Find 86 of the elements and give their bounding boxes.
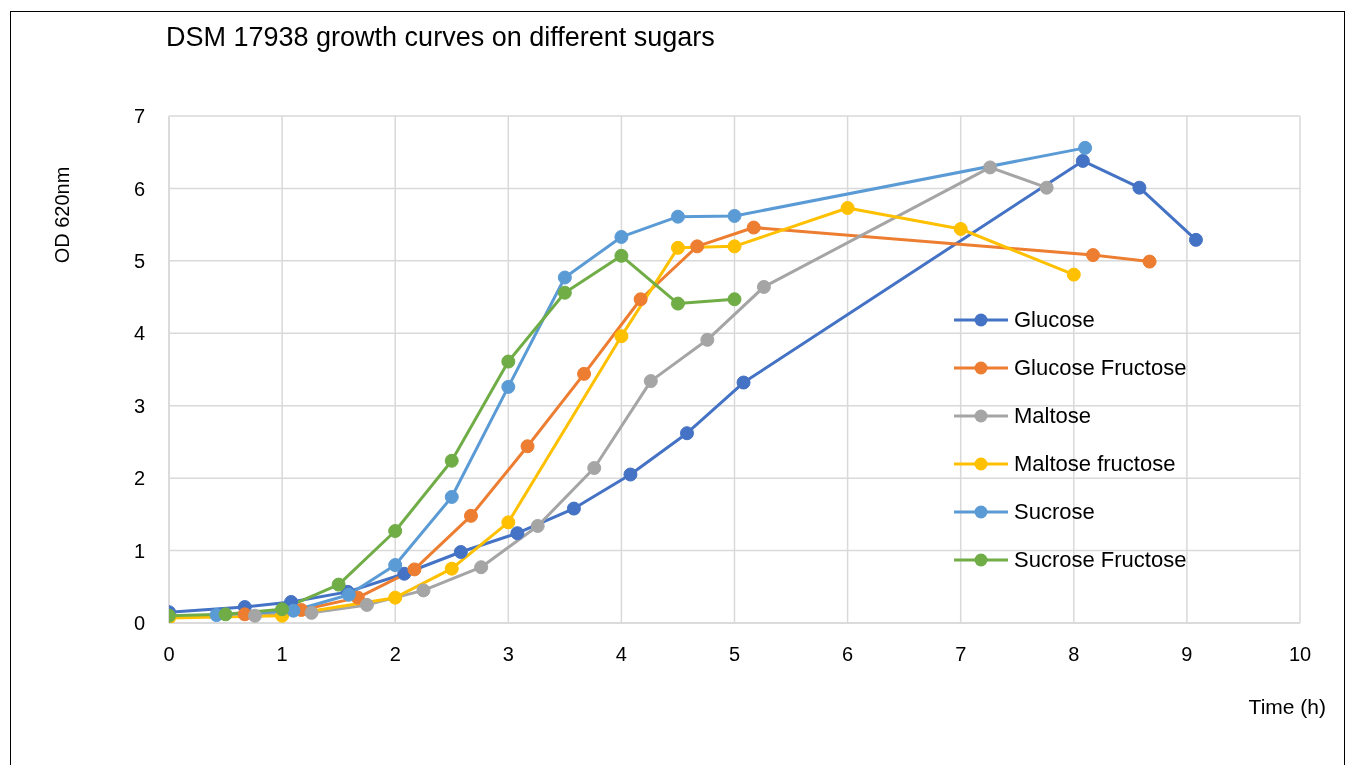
point [218, 607, 233, 622]
x-tick-label: 1 [276, 643, 288, 666]
point [614, 329, 629, 344]
point [614, 229, 629, 244]
x-tick-label: 6 [842, 643, 854, 666]
point [474, 560, 489, 575]
point [840, 200, 855, 215]
point [557, 285, 572, 300]
point [983, 160, 998, 175]
legend-label: Maltose [1014, 403, 1092, 429]
point [463, 508, 478, 523]
y-tick-label: 4 [133, 322, 145, 345]
point [530, 518, 545, 533]
point [1066, 267, 1081, 282]
point [1188, 232, 1203, 247]
point [1078, 140, 1093, 155]
point [1132, 180, 1147, 195]
point [275, 602, 290, 617]
point [700, 332, 715, 347]
point [587, 461, 602, 475]
point [623, 467, 638, 482]
point [727, 292, 742, 307]
x-tick-label: 7 [955, 643, 967, 666]
legend-label: Sucrose [1014, 499, 1095, 525]
x-axis-title: Time (h) [1248, 695, 1326, 719]
point [304, 605, 319, 620]
y-tick-label: 3 [133, 394, 145, 417]
x-tick-label: 9 [1181, 643, 1193, 666]
point [501, 515, 516, 530]
legend-label: Maltose fructose [1014, 451, 1176, 477]
point [286, 603, 301, 618]
point [520, 439, 535, 454]
point [557, 270, 572, 285]
point [727, 239, 742, 254]
x-tick-label: 2 [389, 643, 401, 666]
point [388, 590, 403, 605]
point [359, 597, 374, 612]
point [444, 489, 459, 504]
y-axis-title: OD 620nm [50, 166, 74, 264]
point [501, 379, 516, 394]
y-tick-label: 7 [133, 105, 145, 128]
point [953, 221, 968, 236]
point [670, 296, 685, 311]
point [680, 426, 694, 441]
point [633, 292, 648, 307]
x-tick-label: 10 [1288, 643, 1312, 666]
point [727, 208, 742, 223]
point [388, 558, 403, 573]
point [756, 279, 771, 294]
point [1075, 153, 1090, 168]
point [577, 366, 592, 381]
x-tick-label: 4 [615, 643, 627, 666]
point [1142, 254, 1157, 269]
point [247, 608, 262, 623]
point [736, 375, 751, 390]
point [416, 583, 431, 598]
point [643, 374, 658, 389]
point [453, 545, 468, 560]
legend-label: Glucose Fructose [1014, 355, 1187, 381]
point [501, 354, 516, 369]
point [690, 239, 705, 254]
point [510, 526, 525, 541]
point [444, 453, 459, 468]
x-tick-label: 0 [163, 643, 175, 666]
point [746, 220, 761, 235]
chart-title: DSM 17938 growth curves on different sugars [166, 22, 715, 53]
point [614, 248, 629, 263]
point [670, 209, 685, 224]
y-tick-label: 2 [133, 467, 145, 490]
legend-label: Sucrose Fructose [1014, 547, 1187, 573]
point [566, 501, 581, 516]
point [1039, 180, 1054, 195]
point [388, 524, 403, 539]
y-tick-label: 1 [133, 539, 145, 562]
point [670, 240, 685, 255]
y-tick-label: 5 [133, 249, 145, 272]
x-tick-label: 8 [1068, 643, 1080, 666]
y-tick-label: 6 [133, 177, 145, 200]
point [444, 561, 459, 576]
legend-label: Glucose [1014, 307, 1095, 333]
x-tick-label: 5 [728, 643, 741, 666]
point [407, 562, 422, 577]
y-tick-label: 0 [133, 612, 145, 635]
point [331, 577, 346, 592]
x-tick-label: 3 [502, 643, 514, 666]
point [1086, 248, 1101, 263]
